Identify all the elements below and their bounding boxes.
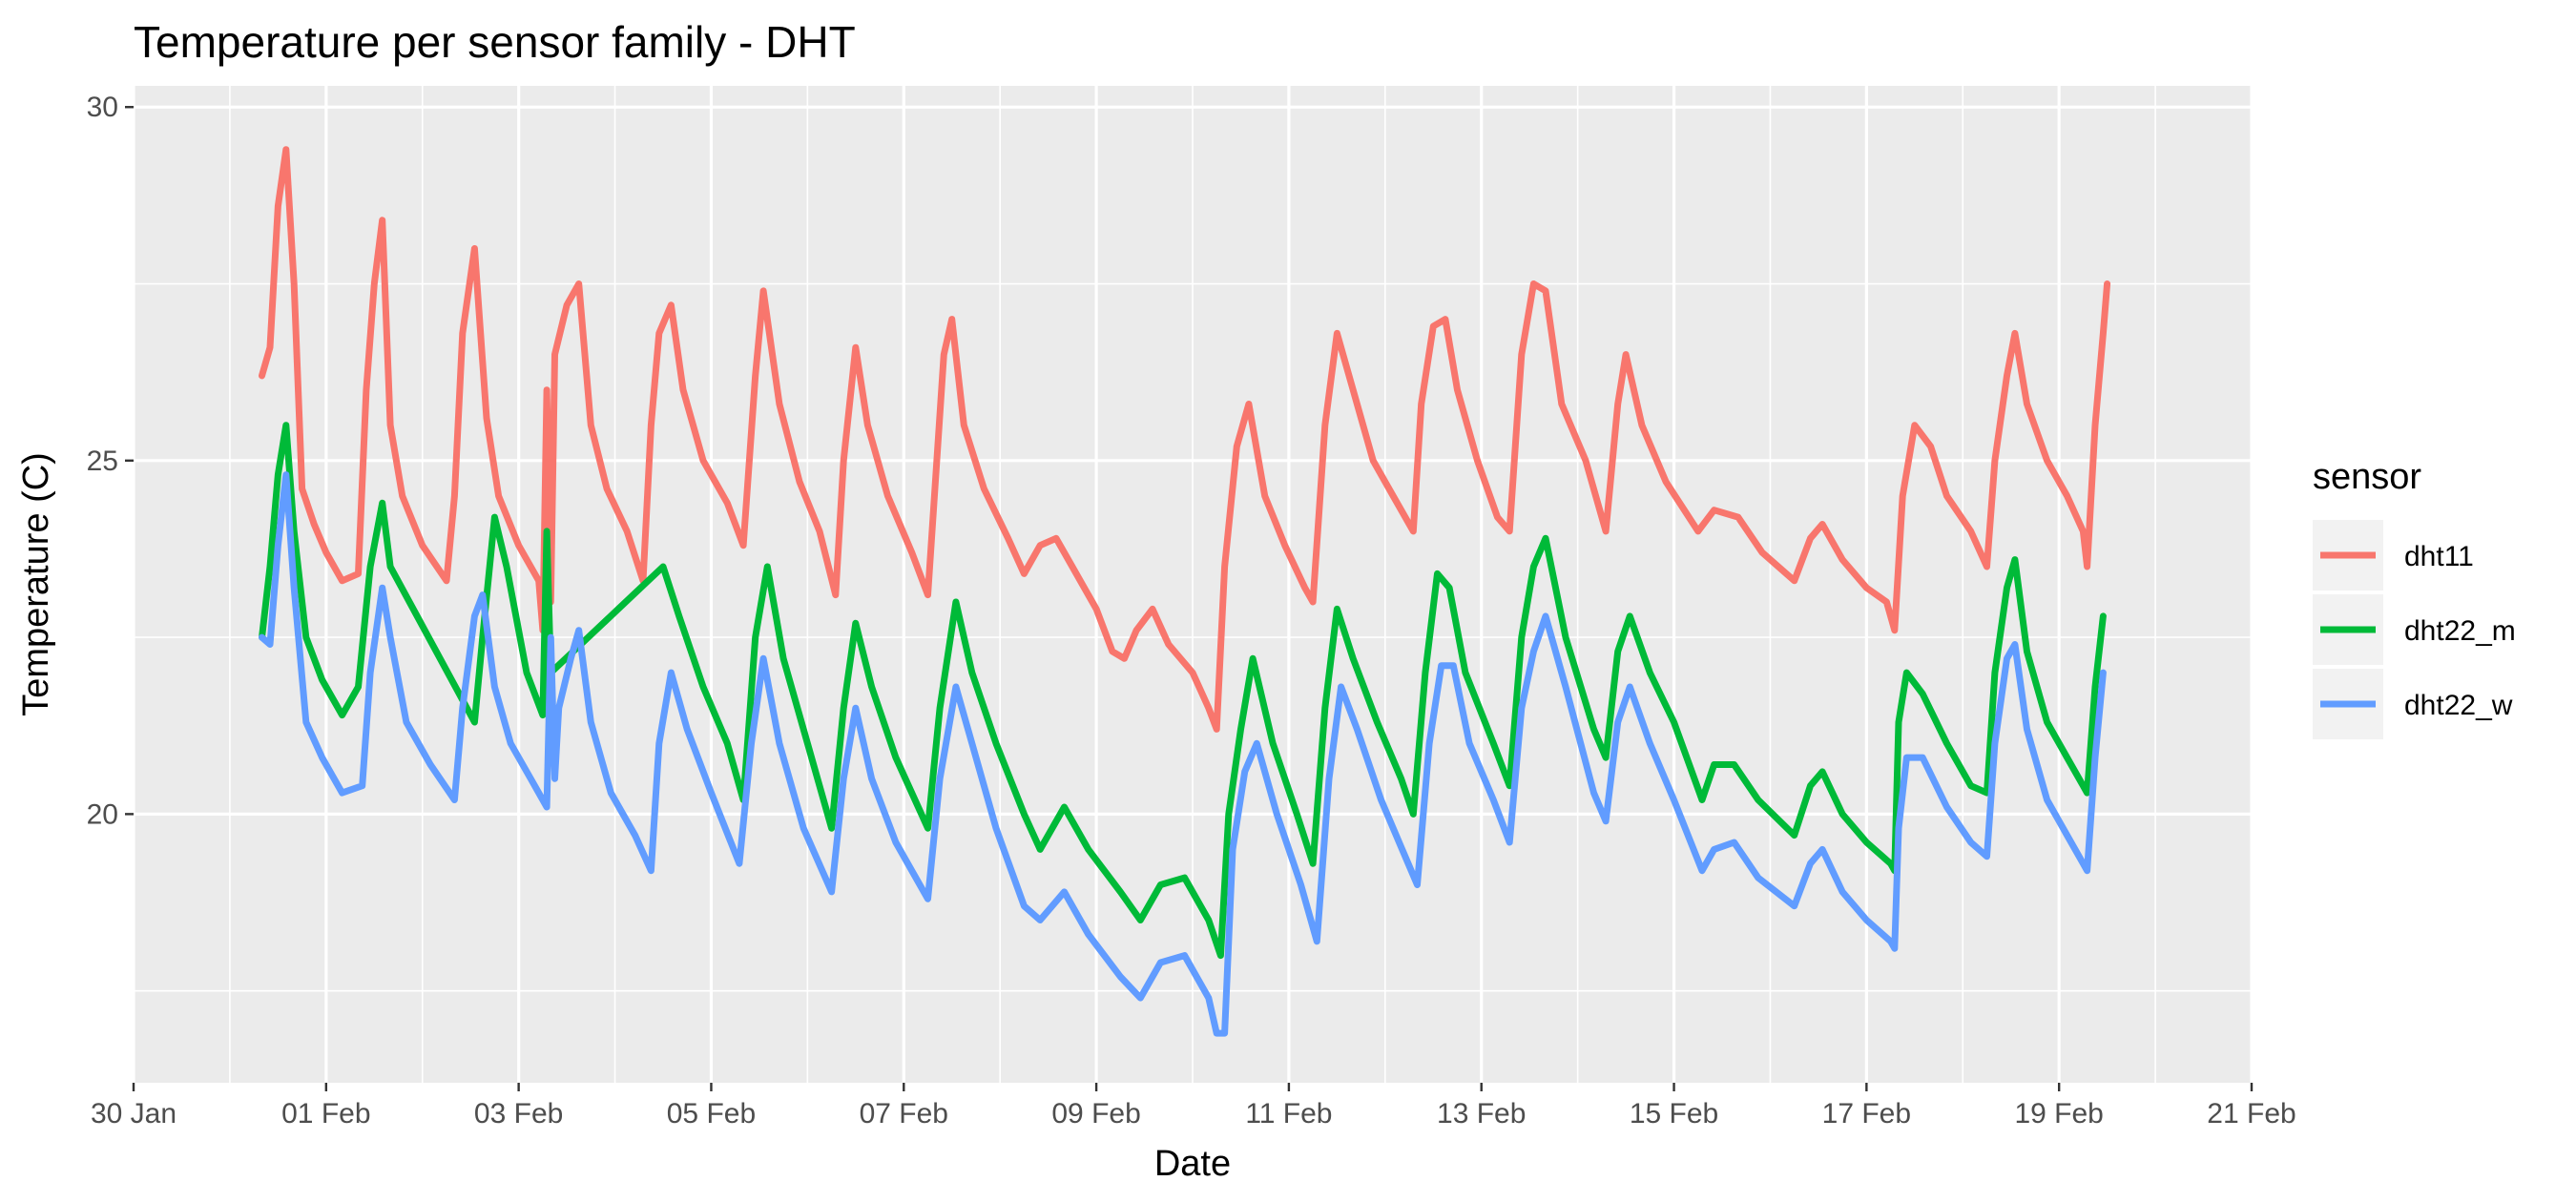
x-tick-label: 07 Feb (860, 1098, 948, 1129)
series-line-dht22-w (259, 471, 2107, 1037)
legend-items: dht11 dht22_m dht22_w (2313, 520, 2516, 739)
legend-title: sensor (2313, 457, 2421, 497)
legend: sensor dht11 dht22_m dht22_w (2313, 457, 2516, 739)
x-tick-label: 30 Jan (91, 1098, 177, 1129)
x-tick-label: 09 Feb (1051, 1098, 1140, 1129)
plot-panel (132, 86, 2254, 1083)
y-axis: 20 25 30 (87, 92, 134, 830)
x-tick-label: 15 Feb (1630, 1098, 1718, 1129)
x-tick-label: 21 Feb (2207, 1098, 2296, 1129)
series-lines (259, 146, 2111, 1037)
legend-label-dht22-w: dht22_w (2404, 690, 2513, 721)
series-line-dht22-m (259, 422, 2107, 960)
x-tick-label: 13 Feb (1437, 1098, 1526, 1129)
y-tick-label: 25 (87, 446, 118, 477)
y-axis-title: Temperature (C) (16, 452, 56, 716)
x-axis: 30 Jan 01 Feb 03 Feb 05 Feb 07 Feb 09 Feb 11 F… (91, 1083, 2296, 1129)
x-axis-title: Date (1154, 1144, 1231, 1184)
y-tick-label: 20 (87, 798, 118, 830)
x-tick-label: 17 Feb (1822, 1098, 1911, 1129)
chart-title: Temperature per sensor family - DHT (134, 17, 856, 67)
legend-label-dht11: dht11 (2404, 541, 2474, 572)
legend-label-dht22-m: dht22_m (2404, 615, 2516, 647)
y-tick-label: 30 (87, 92, 118, 123)
series-line-dht11 (259, 146, 2111, 733)
x-tick-label: 05 Feb (667, 1098, 756, 1129)
grid-major (132, 86, 2254, 1083)
x-tick-label: 01 Feb (281, 1098, 370, 1129)
x-tick-label: 03 Feb (474, 1098, 563, 1129)
x-tick-label: 11 Feb (1245, 1098, 1332, 1129)
x-tick-label: 19 Feb (2014, 1098, 2103, 1129)
